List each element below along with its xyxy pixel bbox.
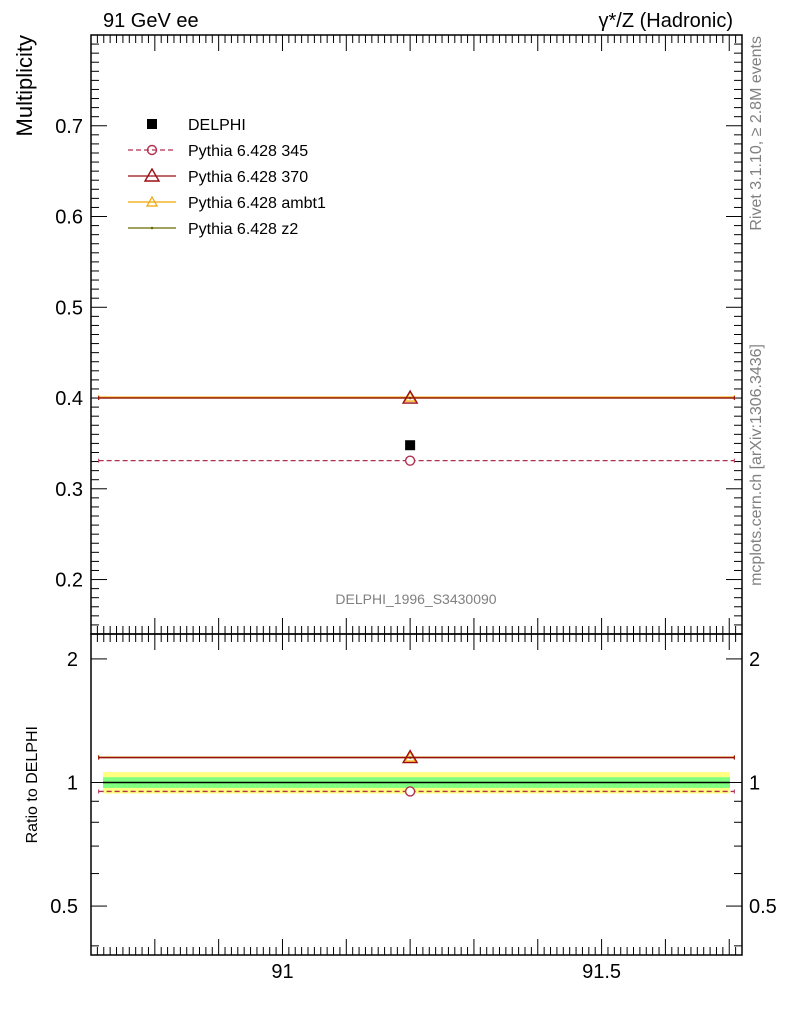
main-y-tick-label: 0.2 [55,570,83,592]
ratio-marker-ambt1 [404,750,417,762]
legend-label-z2: Pythia 6.428 z2 [188,221,298,238]
main-y-axis-label: Multiplicity [12,35,37,136]
main-y-tick-label: 0.6 [55,207,83,229]
header-left-label: 91 GeV ee [103,10,199,32]
legend-label-p345: Pythia 6.428 345 [188,143,308,160]
x-tick-label: 91.5 [582,961,621,983]
legend-marker-data [147,119,157,129]
legend-label-data: DELPHI [188,117,246,134]
main-marker-data [405,440,416,451]
chart-marks [98,119,735,797]
legend-label-p370: Pythia 6.428 370 [188,169,308,186]
ratio-y-axis-label: Ratio to DELPHI [24,726,41,843]
main-marker-p370 [401,389,419,404]
ratio-y-tick-label: 1 [67,772,78,794]
ratio-y-tick-label-right: 1 [749,772,760,794]
main-y-tick-label: 0.4 [55,388,83,410]
ratio-panel-frame [90,633,743,956]
tick-labels: 0.2 0.3 0.4 0.5 0.6 0.7 91 91.5 0.5 0.5 1 1 2 2 [50,116,777,983]
analysis-id-annotation: DELPHI_1996_S3430090 [335,591,496,607]
ratio-band-layer [103,772,730,794]
side-label-mcplots: mcplots.cern.ch [arXiv:1306.3436] [748,344,765,586]
main-y-tick-label: 0.7 [55,116,83,138]
ratio-y-tick-label-right: 2 [749,649,760,671]
axis-ticks [91,35,742,955]
ratio-y-tick-label: 0.5 [50,896,78,918]
ratio-y-tick-label: 2 [67,649,78,671]
ratio-marker-p370 [401,749,419,764]
ratio-y-tick-label-right: 0.5 [749,896,777,918]
side-label-rivet: Rivet 3.1.10, ≥ 2.8M events [748,36,765,231]
legend: DELPHI Pythia 6.428 345 Pythia 6.428 370 Py… [128,117,326,238]
ratio-marker-p345 [404,786,416,797]
main-y-tick-label: 0.5 [55,297,83,319]
main-y-tick-label: 0.3 [55,479,83,501]
main-marker-p345 [404,455,416,466]
x-tick-label: 91 [271,961,293,983]
legend-label-ambt1: Pythia 6.428 ambt1 [188,195,326,212]
legend-marker-p370 [143,167,161,182]
header-right-label: γ*/Z (Hadronic) [599,10,733,32]
